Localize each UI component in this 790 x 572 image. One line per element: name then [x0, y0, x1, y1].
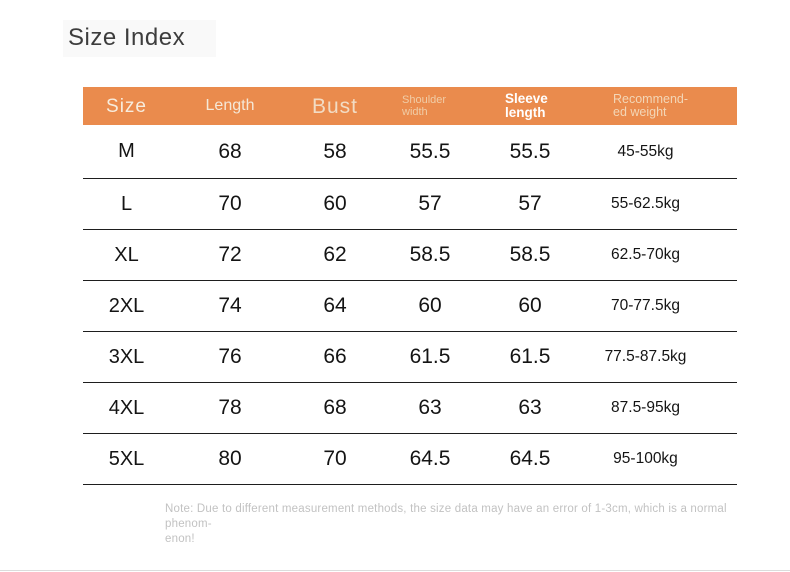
- cell-bust: 70: [323, 447, 347, 470]
- cell-bust: 68: [323, 396, 347, 419]
- cell-size: XL: [114, 243, 139, 266]
- cell-length: 74: [218, 294, 242, 317]
- cell-recommended-weight: 55-62.5kg: [611, 195, 680, 212]
- table-row: M 68 58 55.5 55.5 45-55kg: [83, 125, 737, 179]
- cell-sleeve-length: 63: [518, 396, 542, 419]
- header-label: Size: [106, 95, 147, 117]
- cell-recommended-weight: 70-77.5kg: [611, 297, 680, 314]
- cell-length: 76: [218, 345, 242, 368]
- title-background: [63, 20, 216, 57]
- header-label: Bust: [311, 94, 359, 118]
- bottom-divider: [0, 570, 790, 571]
- header-bust: Bust: [290, 87, 380, 125]
- cell-recommended-weight: 87.5-95kg: [611, 399, 680, 416]
- table-row: 4XL 78 68 63 63 87.5-95kg: [83, 383, 737, 434]
- page-title: Size Index: [68, 24, 186, 51]
- cell-sleeve-length: 64.5: [509, 447, 551, 470]
- cell-shoulder-width: 57: [418, 192, 442, 215]
- table-row: 3XL 76 66 61.5 61.5 77.5-87.5kg: [83, 332, 737, 383]
- header-label: Length: [205, 97, 255, 114]
- cell-recommended-weight: 77.5-87.5kg: [604, 348, 687, 365]
- table-header-row: Size Length Bust Shoulder width Sleeve l…: [83, 87, 737, 125]
- cell-recommended-weight: 45-55kg: [617, 142, 674, 160]
- header-label: ed weight: [613, 105, 667, 119]
- header-label: width: [402, 106, 428, 118]
- cell-shoulder-width: 55.5: [409, 139, 451, 163]
- cell-bust: 62: [323, 243, 347, 266]
- header-label: Sleeve: [505, 91, 548, 106]
- cell-shoulder-width: 63: [418, 396, 442, 419]
- cell-length: 72: [218, 243, 242, 266]
- measurement-note: Note: Due to different measurement metho…: [165, 502, 755, 547]
- size-table: Size Length Bust Shoulder width Sleeve l…: [83, 87, 737, 485]
- header-recommended-weight: Recommend- ed weight: [580, 87, 737, 125]
- cell-shoulder-width: 60: [418, 294, 442, 317]
- cell-length: 70: [218, 192, 242, 215]
- table-row: XL 72 62 58.5 58.5 62.5-70kg: [83, 230, 737, 281]
- cell-bust: 60: [323, 192, 347, 215]
- cell-recommended-weight: 62.5-70kg: [611, 246, 680, 263]
- cell-length: 78: [218, 396, 242, 419]
- table-row: L 70 60 57 57 55-62.5kg: [83, 179, 737, 230]
- cell-bust: 64: [323, 294, 347, 317]
- header-size: Size: [83, 87, 170, 125]
- cell-sleeve-length: 60: [518, 294, 542, 317]
- header-length: Length: [170, 87, 290, 125]
- cell-recommended-weight: 95-100kg: [613, 450, 678, 467]
- cell-sleeve-length: 58.5: [509, 243, 551, 266]
- table-row: 5XL 80 70 64.5 64.5 95-100kg: [83, 434, 737, 485]
- note-line-1: Note: Due to different measurement metho…: [165, 503, 727, 530]
- cell-length: 68: [218, 139, 242, 163]
- cell-bust: 66: [323, 345, 347, 368]
- cell-length: 80: [218, 447, 242, 470]
- cell-sleeve-length: 55.5: [509, 139, 551, 163]
- header-shoulder-width: Shoulder width: [380, 87, 480, 125]
- cell-shoulder-width: 61.5: [409, 345, 451, 368]
- cell-sleeve-length: 57: [518, 192, 542, 215]
- cell-size: 3XL: [108, 345, 145, 368]
- cell-size: M: [118, 140, 135, 162]
- header-sleeve-length: Sleeve length: [480, 87, 580, 125]
- cell-size: L: [120, 192, 133, 215]
- note-line-2: enon!: [165, 533, 195, 545]
- header-label: Recommend-: [613, 92, 689, 106]
- cell-shoulder-width: 58.5: [409, 243, 451, 266]
- cell-size: 4XL: [108, 396, 145, 419]
- cell-shoulder-width: 64.5: [409, 447, 451, 470]
- table-row: 2XL 74 64 60 60 70-77.5kg: [83, 281, 737, 332]
- cell-sleeve-length: 61.5: [509, 345, 551, 368]
- cell-size: 5XL: [108, 447, 145, 470]
- header-label: length: [505, 105, 546, 120]
- header-label: Shoulder: [402, 94, 447, 106]
- cell-bust: 58: [323, 139, 347, 163]
- cell-size: 2XL: [108, 294, 145, 317]
